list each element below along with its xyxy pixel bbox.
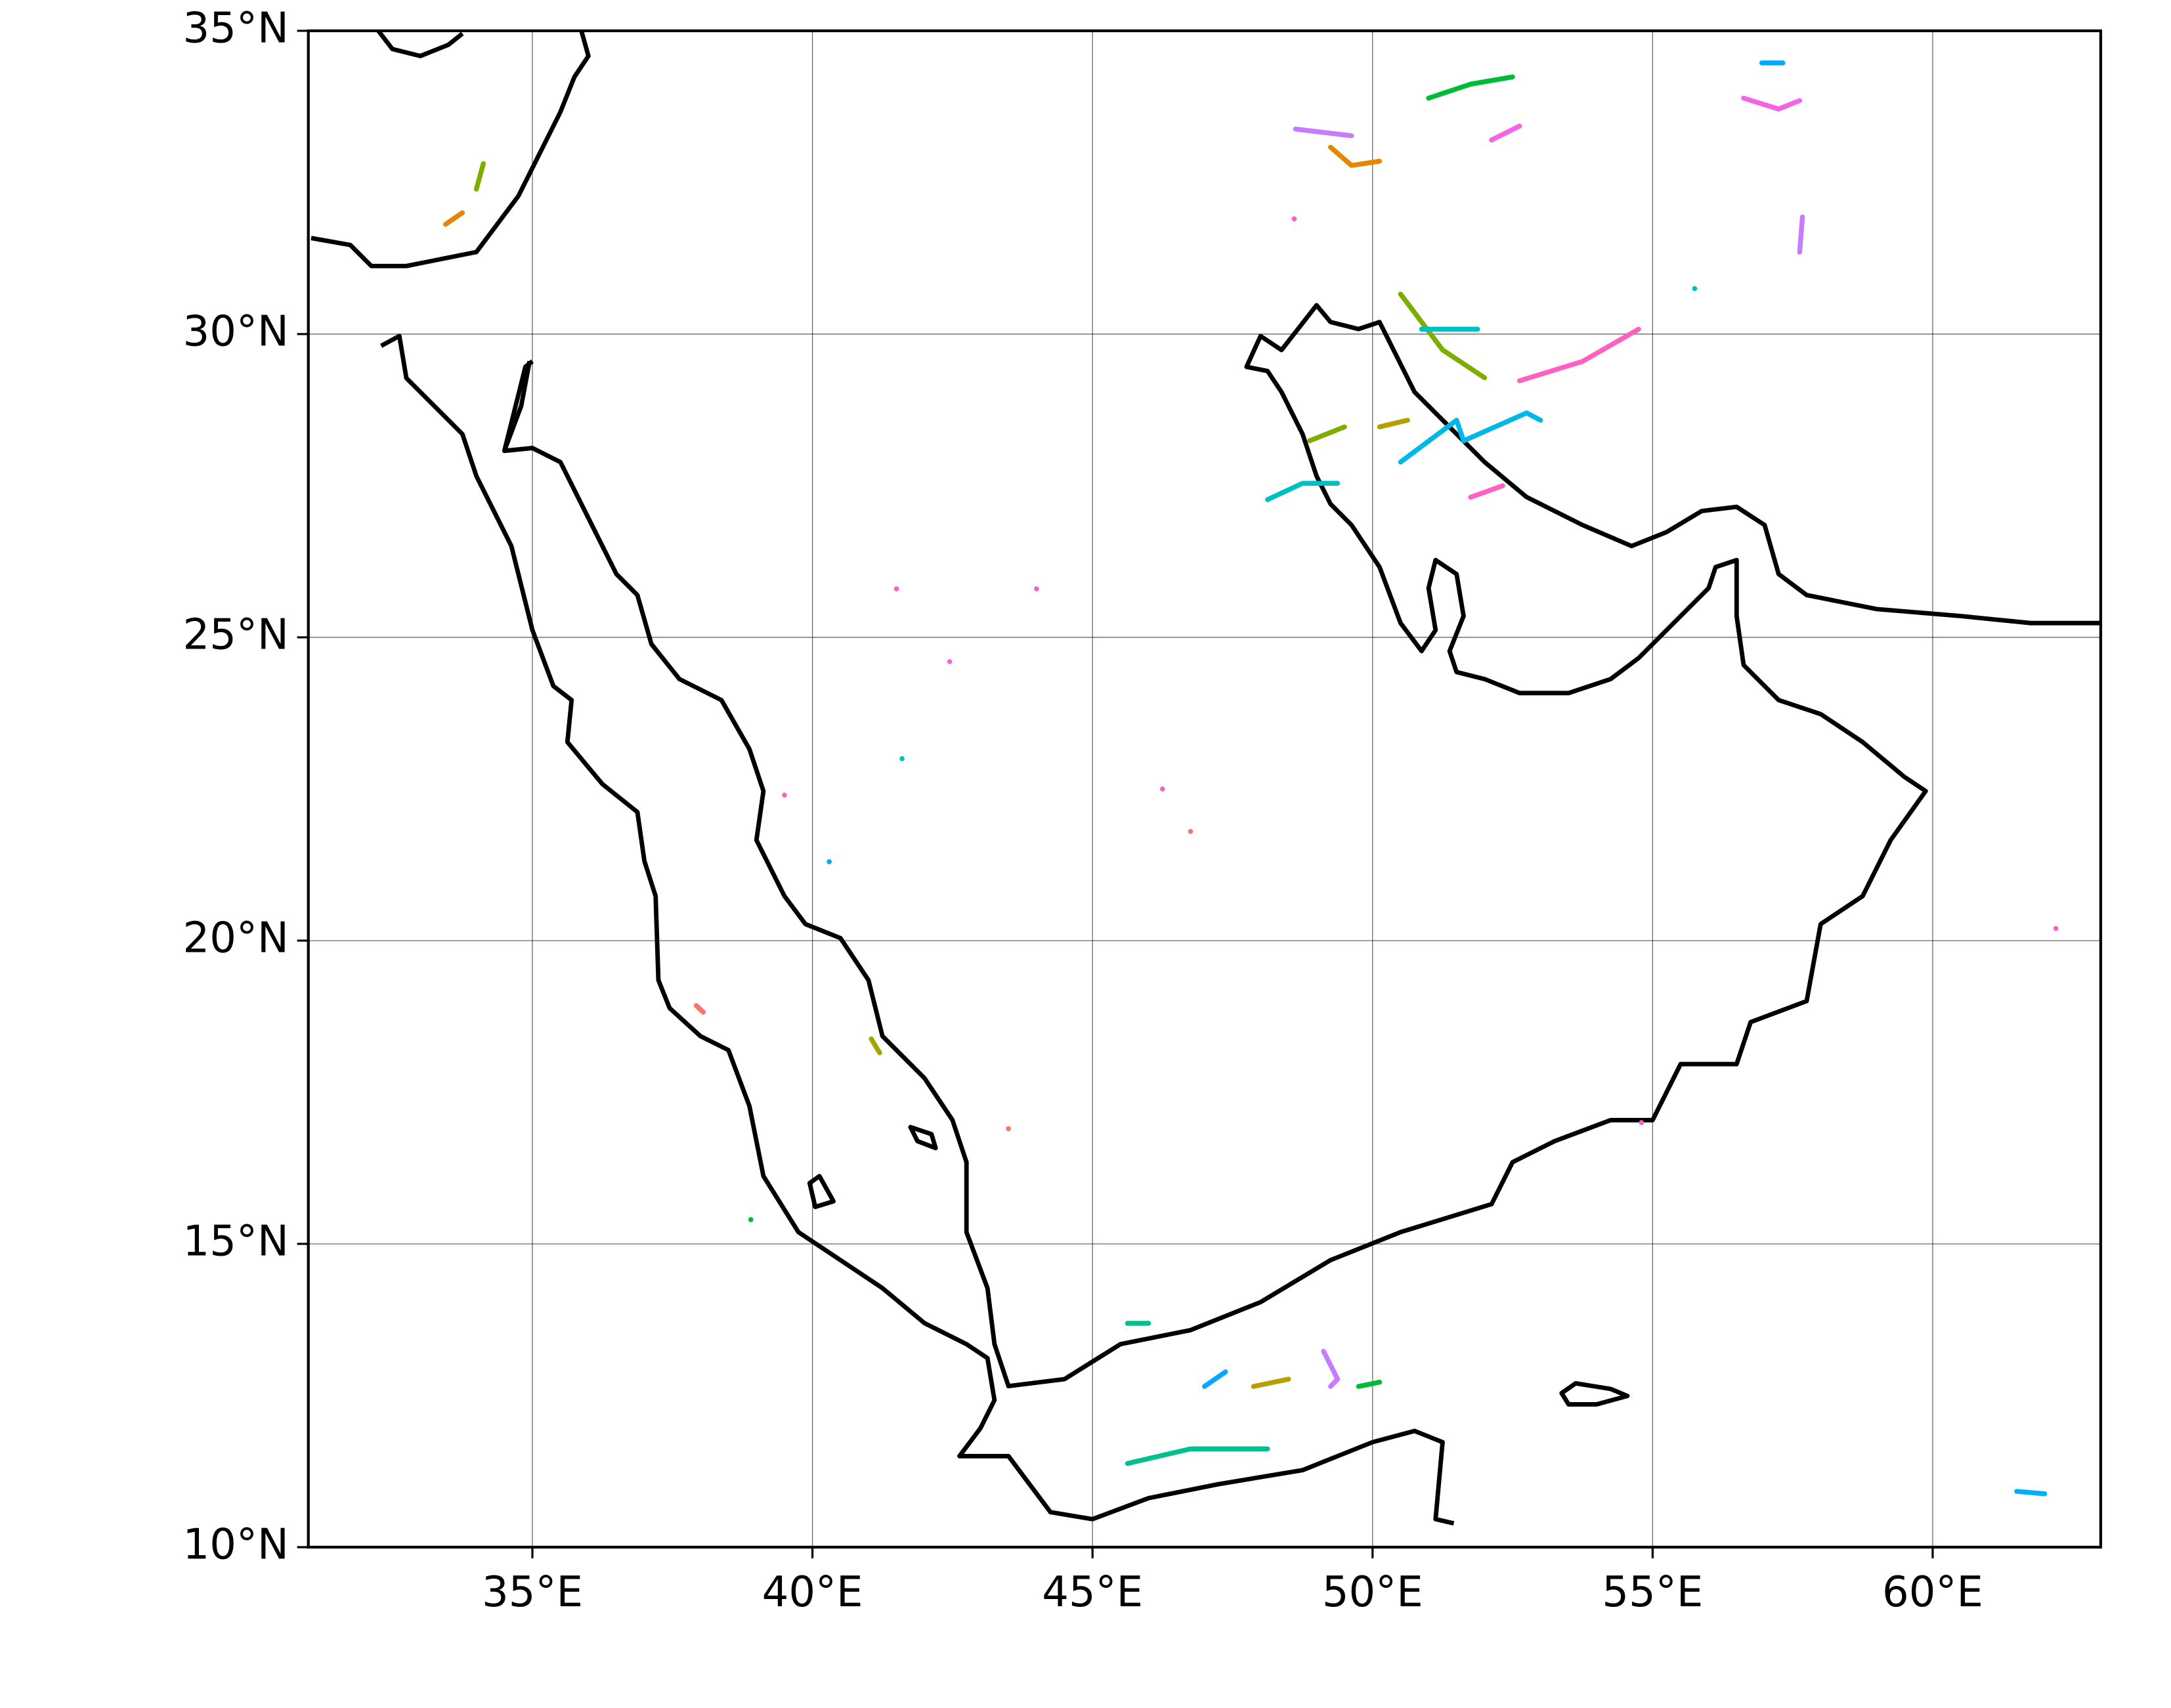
- track-point: [1034, 586, 1039, 591]
- track: [1426, 74, 1515, 101]
- track-point: [748, 1217, 754, 1222]
- track: [1377, 417, 1410, 430]
- frame: [307, 29, 2103, 1549]
- tracks: [442, 60, 2059, 1497]
- x-tick-label: 35°E: [482, 1568, 583, 1617]
- track-point: [1188, 828, 1193, 834]
- track: [1251, 1377, 1291, 1389]
- track: [1398, 410, 1543, 465]
- y-tick-label: 35°N: [183, 5, 289, 53]
- y-tick-label: 25°N: [183, 611, 289, 660]
- coastline-mediterranean: [311, 30, 591, 268]
- track-point: [1159, 786, 1165, 792]
- track-point: [2053, 926, 2059, 931]
- track: [1516, 326, 1641, 383]
- track: [1489, 123, 1522, 142]
- track: [1398, 291, 1488, 381]
- track: [1202, 1369, 1228, 1389]
- grid: [308, 30, 2101, 1548]
- track: [1293, 126, 1354, 139]
- coastline-arabia: [502, 303, 2101, 1389]
- track: [1307, 424, 1347, 444]
- track-point: [893, 586, 899, 591]
- track: [1265, 480, 1341, 502]
- track: [1797, 214, 1805, 255]
- track: [1356, 1379, 1383, 1389]
- y-tick-label: 30°N: [183, 308, 289, 356]
- track: [869, 1036, 882, 1056]
- x-tick-label: 60°E: [1882, 1568, 1983, 1617]
- track-point: [1006, 1126, 1012, 1132]
- track-point: [947, 659, 953, 664]
- track: [1321, 1348, 1341, 1389]
- island-dahlak: [807, 1174, 836, 1210]
- x-tick-label: 40°E: [762, 1568, 863, 1617]
- coastline-sinai: [502, 359, 534, 452]
- track-point: [1291, 216, 1297, 222]
- coastline-cyprus: [376, 30, 464, 58]
- track-point: [782, 792, 787, 798]
- y-tick-label: 20°N: [183, 914, 289, 963]
- track: [2014, 1489, 2048, 1497]
- track-point: [899, 756, 905, 761]
- y-tick-label: 15°N: [183, 1218, 289, 1266]
- track-point: [1692, 286, 1698, 291]
- x-tick-label: 55°E: [1602, 1568, 1703, 1617]
- track: [1741, 95, 1803, 112]
- track: [1468, 483, 1505, 500]
- coastline-africa: [379, 333, 1455, 1526]
- x-tick-label: 45°E: [1042, 1568, 1143, 1617]
- x-tick-label: 50°E: [1322, 1568, 1423, 1617]
- track: [442, 210, 465, 227]
- track-point: [827, 859, 832, 865]
- track-point: [1639, 1120, 1644, 1125]
- track: [1125, 1446, 1270, 1466]
- track: [693, 1003, 706, 1015]
- island-farasan: [908, 1124, 938, 1151]
- tick-labels: 35°E 40°E 45°E 50°E 55°E 60°E 10°N 15°N 20°N 25°N…: [183, 5, 1983, 1617]
- island-socotra: [1559, 1380, 1630, 1407]
- track: [473, 161, 486, 192]
- track: [1328, 144, 1383, 168]
- coastlines: [311, 30, 2101, 1526]
- y-tick-label: 10°N: [183, 1521, 289, 1569]
